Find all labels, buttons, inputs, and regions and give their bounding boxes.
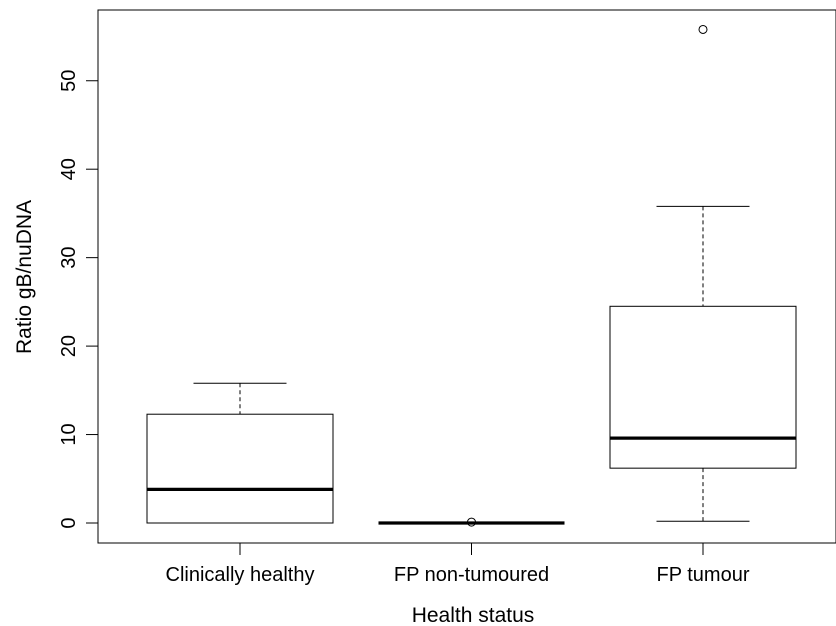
x-tick-label: FP tumour — [657, 564, 750, 586]
outlier-point — [467, 517, 476, 527]
y-tick-label: 30 — [58, 247, 80, 269]
x-tick-label: FP non-tumoured — [394, 564, 549, 586]
plot-frame — [97, 9, 836, 544]
box-group — [609, 24, 797, 522]
y-tick-label: 10 — [58, 423, 80, 445]
outlier-point — [698, 24, 708, 34]
y-tick-label: 20 — [58, 335, 80, 357]
y-axis-label: Ratio gB/nuDNA — [13, 200, 36, 354]
y-tick-label: 0 — [58, 517, 80, 528]
y-tick-label: 40 — [58, 158, 80, 180]
box-iqr — [609, 305, 797, 469]
x-tick-label: Clinically healthy — [166, 564, 315, 586]
y-axis: 0 10 20 30 40 50 — [58, 70, 99, 529]
box-iqr — [146, 413, 334, 524]
box-group — [378, 517, 565, 527]
y-tick-label: 50 — [58, 70, 80, 92]
x-axis-label: Health status — [412, 604, 535, 626]
box-group — [146, 382, 334, 524]
boxes — [146, 24, 797, 527]
x-axis: Clinically healthy FP non-tumoured FP tumo… — [166, 542, 750, 586]
